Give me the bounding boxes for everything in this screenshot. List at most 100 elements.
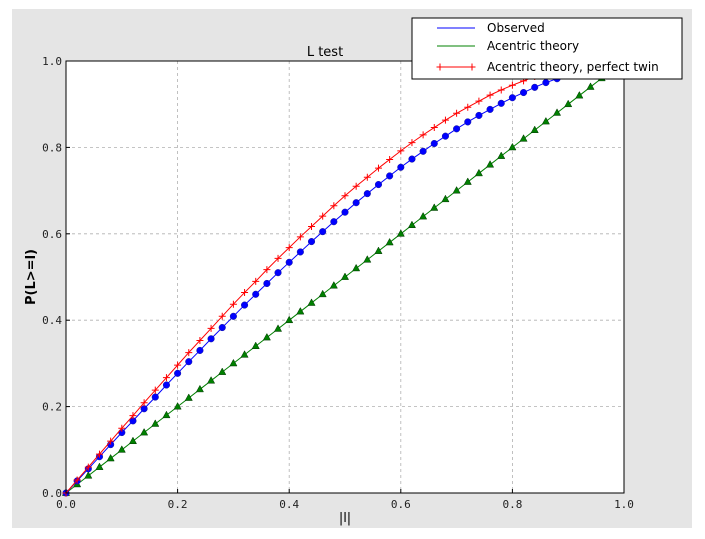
data-point xyxy=(374,246,383,254)
data-point xyxy=(218,323,226,332)
data-point xyxy=(196,346,204,354)
data-point xyxy=(129,412,137,420)
data-point xyxy=(128,436,137,445)
data-point xyxy=(184,393,193,401)
data-point xyxy=(173,402,182,410)
legend-marker-icon xyxy=(436,63,444,71)
data-point xyxy=(508,94,516,102)
data-point xyxy=(520,88,528,97)
data-point xyxy=(341,192,349,200)
data-point xyxy=(508,81,516,89)
data-point xyxy=(241,289,249,297)
data-point xyxy=(285,315,294,324)
data-point xyxy=(107,437,115,445)
data-point xyxy=(263,279,271,288)
data-point xyxy=(185,349,193,357)
data-point xyxy=(195,384,204,393)
data-point xyxy=(307,298,316,306)
legend-marker-icon xyxy=(468,63,476,71)
data-point xyxy=(117,445,126,453)
data-point xyxy=(84,463,92,471)
data-point xyxy=(73,476,81,484)
data-point xyxy=(319,228,327,236)
data-point xyxy=(263,266,271,274)
data-point xyxy=(586,82,595,90)
data-point xyxy=(386,155,394,163)
data-point xyxy=(252,290,260,298)
data-point xyxy=(464,118,472,126)
data-point xyxy=(285,244,293,252)
data-point xyxy=(241,301,249,309)
data-point xyxy=(296,248,304,256)
y-tick-label: 0.2 xyxy=(42,401,62,414)
x-tick-label: 0.0 xyxy=(56,498,76,511)
data-point xyxy=(229,358,238,367)
data-point xyxy=(463,177,472,185)
data-point xyxy=(174,369,182,377)
data-point xyxy=(397,147,405,155)
data-point xyxy=(396,229,405,237)
data-point xyxy=(251,341,260,349)
data-point xyxy=(419,147,427,155)
data-point xyxy=(542,79,550,87)
data-point xyxy=(218,312,226,320)
x-tick-label: 0.4 xyxy=(279,498,299,511)
data-point xyxy=(207,324,215,332)
y-tick-label: 0.0 xyxy=(42,487,62,500)
y-axis-label: P(L>=l) xyxy=(24,249,39,305)
data-point xyxy=(419,211,428,220)
legend-label: Acentric theory, perfect twin xyxy=(487,60,659,74)
ticks: 0.0 0.2 0.4 0.6 0.8 1.0 0.0 0.2 0.4 0.6 0.8 1.0 xyxy=(42,55,634,511)
data-point xyxy=(162,374,170,382)
data-point xyxy=(229,300,237,308)
data-point xyxy=(151,386,159,394)
data-point xyxy=(319,212,327,220)
data-point xyxy=(95,450,103,458)
series-acentric-theory xyxy=(61,56,629,496)
x-axis-label: |l| xyxy=(339,511,351,526)
data-point xyxy=(296,233,304,241)
data-point xyxy=(341,208,349,216)
data-point xyxy=(385,237,394,246)
data-point xyxy=(497,99,505,107)
data-point xyxy=(486,105,494,113)
y-tick-label: 0.4 xyxy=(42,314,62,327)
data-point xyxy=(374,164,382,172)
chart-title: L test xyxy=(307,45,343,60)
y-tick-label: 1.0 xyxy=(42,55,62,68)
data-point xyxy=(363,255,372,263)
data-point xyxy=(84,471,93,479)
data-point xyxy=(486,160,495,168)
data-point xyxy=(106,453,115,462)
data-point xyxy=(240,350,249,358)
data-point xyxy=(575,91,584,99)
data-point xyxy=(530,125,539,133)
data-point xyxy=(262,332,271,341)
data-point xyxy=(474,168,483,177)
data-point xyxy=(430,203,439,211)
data-point xyxy=(363,173,371,181)
legend-label: Observed xyxy=(487,21,545,35)
data-point xyxy=(519,134,528,142)
data-point xyxy=(140,399,148,407)
data-point xyxy=(218,367,227,375)
data-point xyxy=(408,139,416,147)
grid xyxy=(66,61,624,493)
data-point xyxy=(475,111,483,119)
data-point xyxy=(352,182,360,190)
data-point xyxy=(140,405,148,413)
data-point xyxy=(307,238,316,246)
data-point xyxy=(162,410,171,419)
data-point xyxy=(374,181,383,189)
data-point xyxy=(274,269,282,277)
data-point xyxy=(151,393,159,401)
data-point xyxy=(464,103,472,111)
data-point xyxy=(118,424,126,432)
data-point xyxy=(330,202,338,210)
data-point xyxy=(497,86,505,94)
data-point xyxy=(475,97,483,105)
data-point xyxy=(441,116,449,124)
data-point xyxy=(162,381,170,389)
data-point xyxy=(564,99,573,108)
